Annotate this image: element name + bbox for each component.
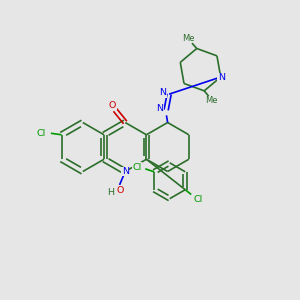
- Text: N: N: [156, 104, 163, 113]
- Text: Cl: Cl: [37, 129, 46, 138]
- Text: O: O: [117, 185, 124, 194]
- Text: O: O: [109, 101, 116, 110]
- Text: N: N: [159, 88, 166, 97]
- Text: N: N: [122, 167, 129, 176]
- Text: Me: Me: [206, 96, 218, 105]
- Text: Me: Me: [182, 34, 195, 43]
- Text: H: H: [107, 188, 114, 197]
- Text: Cl: Cl: [194, 195, 203, 204]
- Text: N: N: [218, 73, 225, 82]
- Text: Cl: Cl: [133, 163, 142, 172]
